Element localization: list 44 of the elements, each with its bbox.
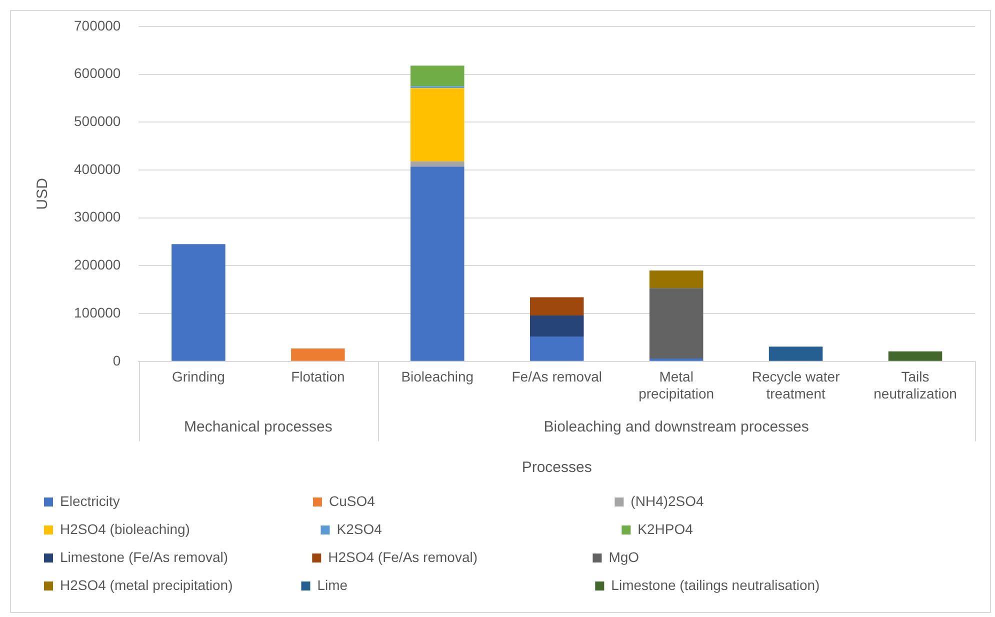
y-tick-label: 500000: [74, 112, 121, 129]
x-tick-label: Recycle water treatment: [752, 368, 840, 402]
x-tick-label: Fe/As removal: [512, 368, 602, 385]
legend-label: H2SO4 (bioleaching): [60, 520, 307, 537]
legend-label: Electricity: [60, 492, 299, 509]
bar: [530, 336, 584, 361]
y-tick-label: 400000: [74, 160, 121, 177]
bar: [172, 244, 226, 361]
y-tick-label: 0: [112, 352, 121, 368]
legend-label: MgO: [608, 548, 880, 565]
bar: [649, 270, 704, 288]
x-tick-label: Metal precipitation: [638, 368, 714, 402]
legend-label: Limestone (Fe/As removal): [60, 548, 298, 565]
y-tick-label: 300000: [74, 208, 121, 225]
y-axis-title: USD: [34, 178, 52, 210]
y-tick-label: 100000: [74, 304, 121, 320]
legend-label: K2SO4: [336, 520, 608, 537]
y-tick-label: 200000: [74, 256, 121, 273]
text: Mechanical processes: [184, 418, 332, 436]
bar: [888, 351, 942, 361]
text: Bioleaching and downstream processes: [544, 418, 809, 436]
bar: [410, 88, 464, 162]
y-tick-label: 600000: [74, 65, 121, 82]
bar: [410, 66, 464, 86]
legend-label: K2HPO4: [638, 520, 911, 537]
x-tick-label: Bioleaching: [401, 368, 474, 385]
bar: [649, 288, 704, 359]
bar: [410, 161, 464, 167]
legend-label: Lime: [317, 576, 582, 593]
legend-label: (NH4)2SO4: [630, 492, 898, 509]
x-tick-label: Tails neutralization: [874, 368, 957, 402]
legend-label: Limestone (tailings neutralisation): [611, 576, 820, 593]
bar: [291, 348, 345, 361]
x-axis-title: Processes: [522, 459, 592, 476]
x-tick-label: Grinding: [172, 368, 225, 385]
x-tick-label: Flotation: [291, 368, 345, 385]
legend-label: CuSO4: [328, 492, 601, 509]
legend-label: H2SO4 (Fe/As removal): [328, 548, 579, 565]
bar: [410, 166, 464, 361]
legend-label: H2SO4 (metal precipitation): [60, 576, 288, 593]
bar: [530, 315, 584, 337]
y-tick-label: 700000: [74, 17, 121, 34]
bar: [768, 346, 823, 361]
bar: [530, 297, 584, 316]
